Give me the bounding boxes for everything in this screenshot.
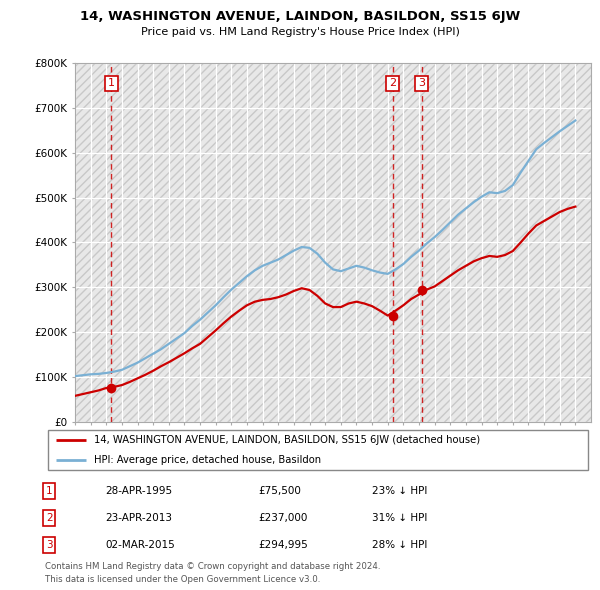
- Text: 31% ↓ HPI: 31% ↓ HPI: [372, 513, 427, 523]
- Text: 02-MAR-2015: 02-MAR-2015: [105, 540, 175, 550]
- Text: £237,000: £237,000: [258, 513, 307, 523]
- Text: 14, WASHINGTON AVENUE, LAINDON, BASILDON, SS15 6JW (detached house): 14, WASHINGTON AVENUE, LAINDON, BASILDON…: [94, 435, 480, 445]
- Text: 14, WASHINGTON AVENUE, LAINDON, BASILDON, SS15 6JW: 14, WASHINGTON AVENUE, LAINDON, BASILDON…: [80, 10, 520, 23]
- Text: 1: 1: [46, 486, 53, 496]
- Text: 2: 2: [389, 78, 396, 88]
- Text: 28-APR-1995: 28-APR-1995: [105, 486, 172, 496]
- Text: £75,500: £75,500: [258, 486, 301, 496]
- Text: 1: 1: [108, 78, 115, 88]
- Text: Price paid vs. HM Land Registry's House Price Index (HPI): Price paid vs. HM Land Registry's House …: [140, 27, 460, 37]
- FancyBboxPatch shape: [48, 430, 588, 470]
- Text: 3: 3: [46, 540, 53, 550]
- Text: HPI: Average price, detached house, Basildon: HPI: Average price, detached house, Basi…: [94, 455, 321, 466]
- Text: £294,995: £294,995: [258, 540, 308, 550]
- Text: 23% ↓ HPI: 23% ↓ HPI: [372, 486, 427, 496]
- Text: This data is licensed under the Open Government Licence v3.0.: This data is licensed under the Open Gov…: [45, 575, 320, 584]
- Text: 28% ↓ HPI: 28% ↓ HPI: [372, 540, 427, 550]
- Text: 23-APR-2013: 23-APR-2013: [105, 513, 172, 523]
- Text: 3: 3: [418, 78, 425, 88]
- Text: Contains HM Land Registry data © Crown copyright and database right 2024.: Contains HM Land Registry data © Crown c…: [45, 562, 380, 571]
- Text: 2: 2: [46, 513, 53, 523]
